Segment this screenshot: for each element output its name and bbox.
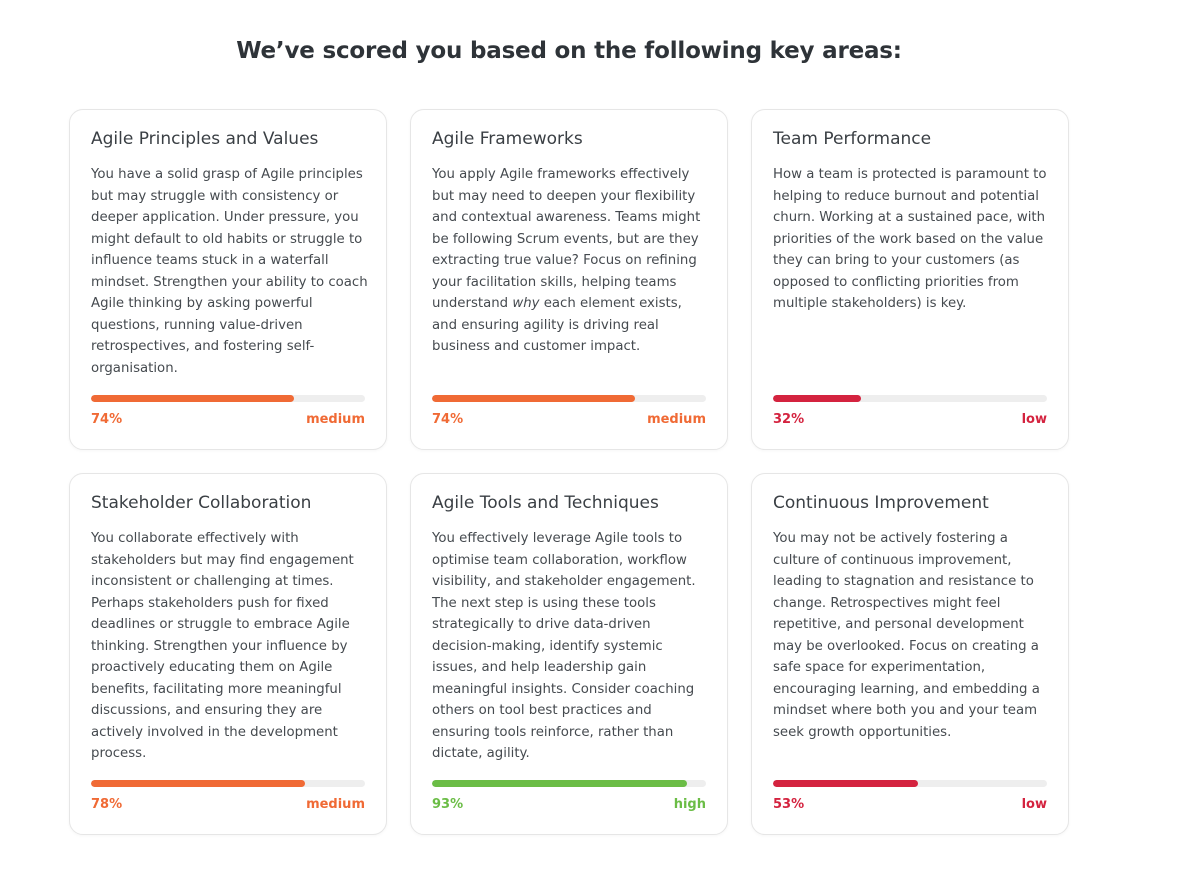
card-title: Stakeholder Collaboration (91, 493, 312, 513)
score-progress-fill (432, 395, 635, 402)
card-description: You have a solid grasp of Agile principl… (91, 167, 368, 376)
score-card-stakeholder-collaboration: Stakeholder Collaboration You collaborat… (69, 473, 387, 835)
score-percent: 32% (773, 412, 805, 427)
score-progress-bar (91, 395, 365, 402)
score-progress-fill (91, 780, 305, 787)
score-progress-fill (773, 395, 861, 402)
card-title: Team Performance (773, 129, 932, 149)
card-description: How a team is protected is paramount to … (773, 167, 1047, 311)
score-level: low (1021, 412, 1047, 427)
card-description: You effectively leverage Agile tools to … (432, 531, 696, 761)
score-card-continuous-improvement: Continuous Improvement You may not be ac… (751, 473, 1069, 835)
card-description: You collaborate effectively with stakeho… (91, 531, 354, 761)
score-progress-bar (91, 780, 365, 787)
score-progress-fill (91, 395, 294, 402)
score-progress-fill (432, 780, 687, 787)
score-percent: 93% (432, 797, 464, 812)
score-level: low (1021, 797, 1047, 812)
score-level: high (673, 797, 706, 812)
score-card-agile-principles: Agile Principles and Values You have a s… (69, 109, 387, 450)
score-row: 93% high (432, 797, 706, 812)
score-progress-fill (773, 780, 919, 787)
score-percent: 74% (432, 412, 464, 427)
score-row: 78% medium (91, 797, 365, 812)
score-progress-bar (432, 395, 706, 402)
score-progress-bar (773, 780, 1047, 787)
score-level: medium (306, 797, 365, 812)
score-card-grid: Agile Principles and Values You have a s… (69, 109, 1069, 835)
score-level: medium (306, 412, 365, 427)
card-title: Agile Tools and Techniques (432, 493, 659, 513)
score-row: 74% medium (91, 412, 365, 427)
score-card-team-performance: Team Performance How a team is protected… (751, 109, 1069, 450)
card-title: Agile Principles and Values (91, 129, 319, 149)
card-description: You may not be actively fostering a cult… (773, 531, 1040, 740)
page-title: We’ve scored you based on the following … (236, 38, 902, 64)
score-card-agile-tools: Agile Tools and Techniques You effective… (410, 473, 728, 835)
card-title: Continuous Improvement (773, 493, 989, 513)
score-card-agile-frameworks: Agile Frameworks You apply Agile framewo… (410, 109, 728, 450)
card-description: You apply Agile frameworks effectively b… (432, 167, 701, 354)
score-row: 32% low (773, 412, 1047, 427)
score-percent: 53% (773, 797, 805, 812)
score-percent: 74% (91, 412, 123, 427)
score-level: medium (647, 412, 706, 427)
score-progress-bar (773, 395, 1047, 402)
score-row: 53% low (773, 797, 1047, 812)
score-percent: 78% (91, 797, 123, 812)
card-title: Agile Frameworks (432, 129, 583, 149)
score-progress-bar (432, 780, 706, 787)
score-row: 74% medium (432, 412, 706, 427)
